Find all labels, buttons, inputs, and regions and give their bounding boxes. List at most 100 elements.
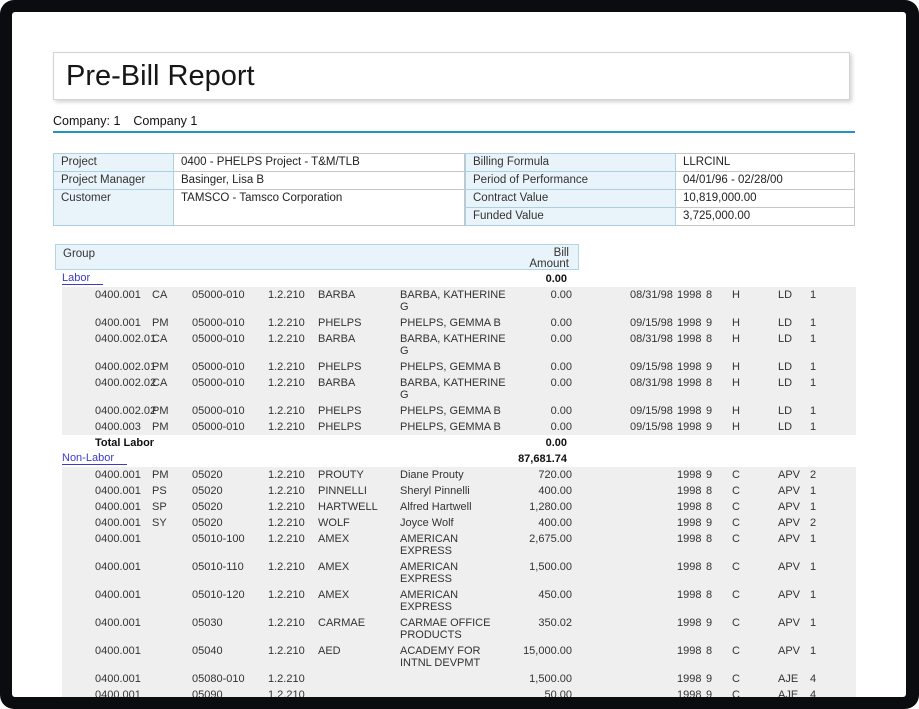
cell-flag: H (732, 405, 740, 417)
cell-date: 08/31/98 (630, 377, 673, 389)
cell-code (152, 689, 192, 697)
info-value: LLRCINL (675, 153, 855, 172)
cell-account: 05000-010 (192, 421, 245, 433)
cell-flag: H (732, 317, 740, 329)
cell-period: 9 (706, 421, 713, 433)
cell-period: 9 (706, 317, 713, 329)
cell-type: AJE (778, 673, 799, 685)
cell-vendor: PHELPS (318, 421, 362, 433)
cell-type: AJE (778, 689, 799, 697)
cell-seq: 1 (810, 421, 817, 433)
cell-project: 0400.001 (95, 485, 141, 497)
cell-account: 05000-010 (192, 361, 245, 373)
cell-vendor: BARBA (318, 377, 356, 389)
cell-seq: 1 (810, 317, 817, 329)
table-row: 0400.002.02 CA 05000-010 1.2.210 BARBA BARBA,… (62, 375, 856, 403)
info-label: Customer (53, 189, 174, 226)
cell-account: 05000-010 (192, 317, 245, 329)
cell-vendor: BARBA (318, 289, 356, 301)
cell-name: PHELPS, GEMMA B (400, 405, 501, 417)
info-value: Basinger, Lisa B (173, 171, 465, 190)
report-title-box: Pre-Bill Report (53, 52, 850, 100)
cell-date: 09/15/98 (630, 405, 673, 417)
cell-flag: C (732, 533, 740, 545)
cell-spacer (572, 405, 630, 417)
cell-date (630, 533, 677, 557)
cell-date (630, 517, 677, 529)
cell-amount: 0.00 (550, 405, 572, 417)
info-label: Period of Performance (465, 171, 676, 190)
cell-type: APV (778, 589, 801, 601)
cell-period: 8 (706, 485, 713, 497)
table-row: 0400.001 SP 05020 1.2.210 HARTWELL Alfred Har… (62, 499, 856, 515)
cell-name: AMERICAN EXPRESS (400, 533, 459, 557)
table-row: 0400.001 PS 05020 1.2.210 PINNELLI Sheryl Pin… (62, 483, 856, 499)
table-row: 0400.001 05080-010 1.2.210 1,500.00 1998 9 C AJ… (62, 671, 856, 687)
cell-project: 0400.002.01 (95, 361, 157, 373)
group-link-non-labor[interactable]: Non-Labor (62, 452, 127, 465)
cell-org: 1.2.210 (268, 469, 305, 481)
cell-code (152, 589, 192, 613)
cell-vendor (318, 673, 400, 685)
cell-spacer (572, 617, 630, 641)
company-name: Company 1 (133, 114, 198, 128)
table-row: 0400.002.01 CA 05000-010 1.2.210 BARBA BARBA,… (62, 331, 856, 359)
cell-org: 1.2.210 (268, 361, 305, 373)
cell-org: 1.2.210 (268, 405, 305, 417)
info-value: 0400 - PHELPS Project - T&M/TLB (173, 153, 465, 172)
cell-vendor: PINNELLI (318, 485, 367, 497)
cell-vendor: PHELPS (318, 405, 362, 417)
cell-date (630, 617, 677, 641)
cell-year: 1998 (677, 317, 702, 329)
cell-period: 8 (706, 645, 713, 657)
cell-org: 1.2.210 (268, 421, 305, 433)
cell-amount: 0.00 (550, 289, 572, 301)
cell-code: PM (152, 361, 169, 373)
cell-type: LD (778, 361, 793, 373)
table-row: 0400.001 PM 05000-010 1.2.210 PHELPS PHELPS, … (62, 315, 856, 331)
table-header: Group Bill Amount (55, 244, 579, 270)
cell-project: 0400.001 (95, 645, 141, 657)
cell-date: 09/15/98 (630, 317, 673, 329)
cell-project: 0400.001 (95, 501, 141, 513)
cell-amount: 1,280.00 (529, 501, 572, 513)
cell-flag: C (732, 689, 740, 697)
group-link-labor[interactable]: Labor (62, 272, 104, 285)
cell-flag: H (732, 377, 740, 389)
cell-account: 05000-010 (192, 289, 245, 301)
info-row: Customer TAMSCO - Tamsco Corporation (53, 189, 465, 226)
cell-seq: 2 (810, 517, 817, 529)
cell-date (630, 561, 677, 585)
cell-amount: 1,500.00 (529, 561, 572, 573)
cell-year: 1998 (677, 405, 702, 417)
cell-code: SP (152, 501, 167, 513)
cell-name: CARMAE OFFICE PRODUCTS (400, 617, 491, 641)
cell-year: 1998 (677, 485, 702, 497)
cell-flag: C (732, 589, 740, 601)
table-row: 0400.001 PM 05020 1.2.210 PROUTY Diane Prouty… (62, 467, 856, 483)
cell-seq: 1 (810, 589, 817, 601)
table-row: 0400.001 05090 1.2.210 50.00 1998 9 C AJE 4 (62, 687, 856, 697)
cell-account: 05000-010 (192, 405, 245, 417)
cell-vendor: AED (318, 645, 341, 657)
cell-period: 9 (706, 361, 713, 373)
cell-year: 1998 (677, 589, 702, 601)
table-row: 0400.003 PM 05000-010 1.2.210 PHELPS PHELPS, … (62, 419, 856, 435)
cell-account: 05020 (192, 501, 223, 513)
cell-period: 9 (706, 405, 713, 417)
cell-amount: 0.00 (550, 361, 572, 373)
cell-seq: 1 (810, 333, 817, 345)
cell-amount: 720.00 (538, 469, 572, 481)
report-page: Pre-Bill Report Company: 1 Company 1 Proj… (12, 12, 906, 697)
cell-amount: 400.00 (538, 485, 572, 497)
info-label: Billing Formula (465, 153, 676, 172)
cell-flag: H (732, 421, 740, 433)
cell-amount: 1,500.00 (529, 673, 572, 685)
cell-amount: 50.00 (544, 689, 572, 697)
cell-name: BARBA, KATHERINE G (400, 377, 506, 401)
cell-org: 1.2.210 (268, 485, 305, 497)
cell-code (152, 645, 192, 669)
cell-account: 05020 (192, 517, 223, 529)
cell-account: 05030 (192, 617, 223, 629)
cell-date: 09/15/98 (630, 361, 673, 373)
